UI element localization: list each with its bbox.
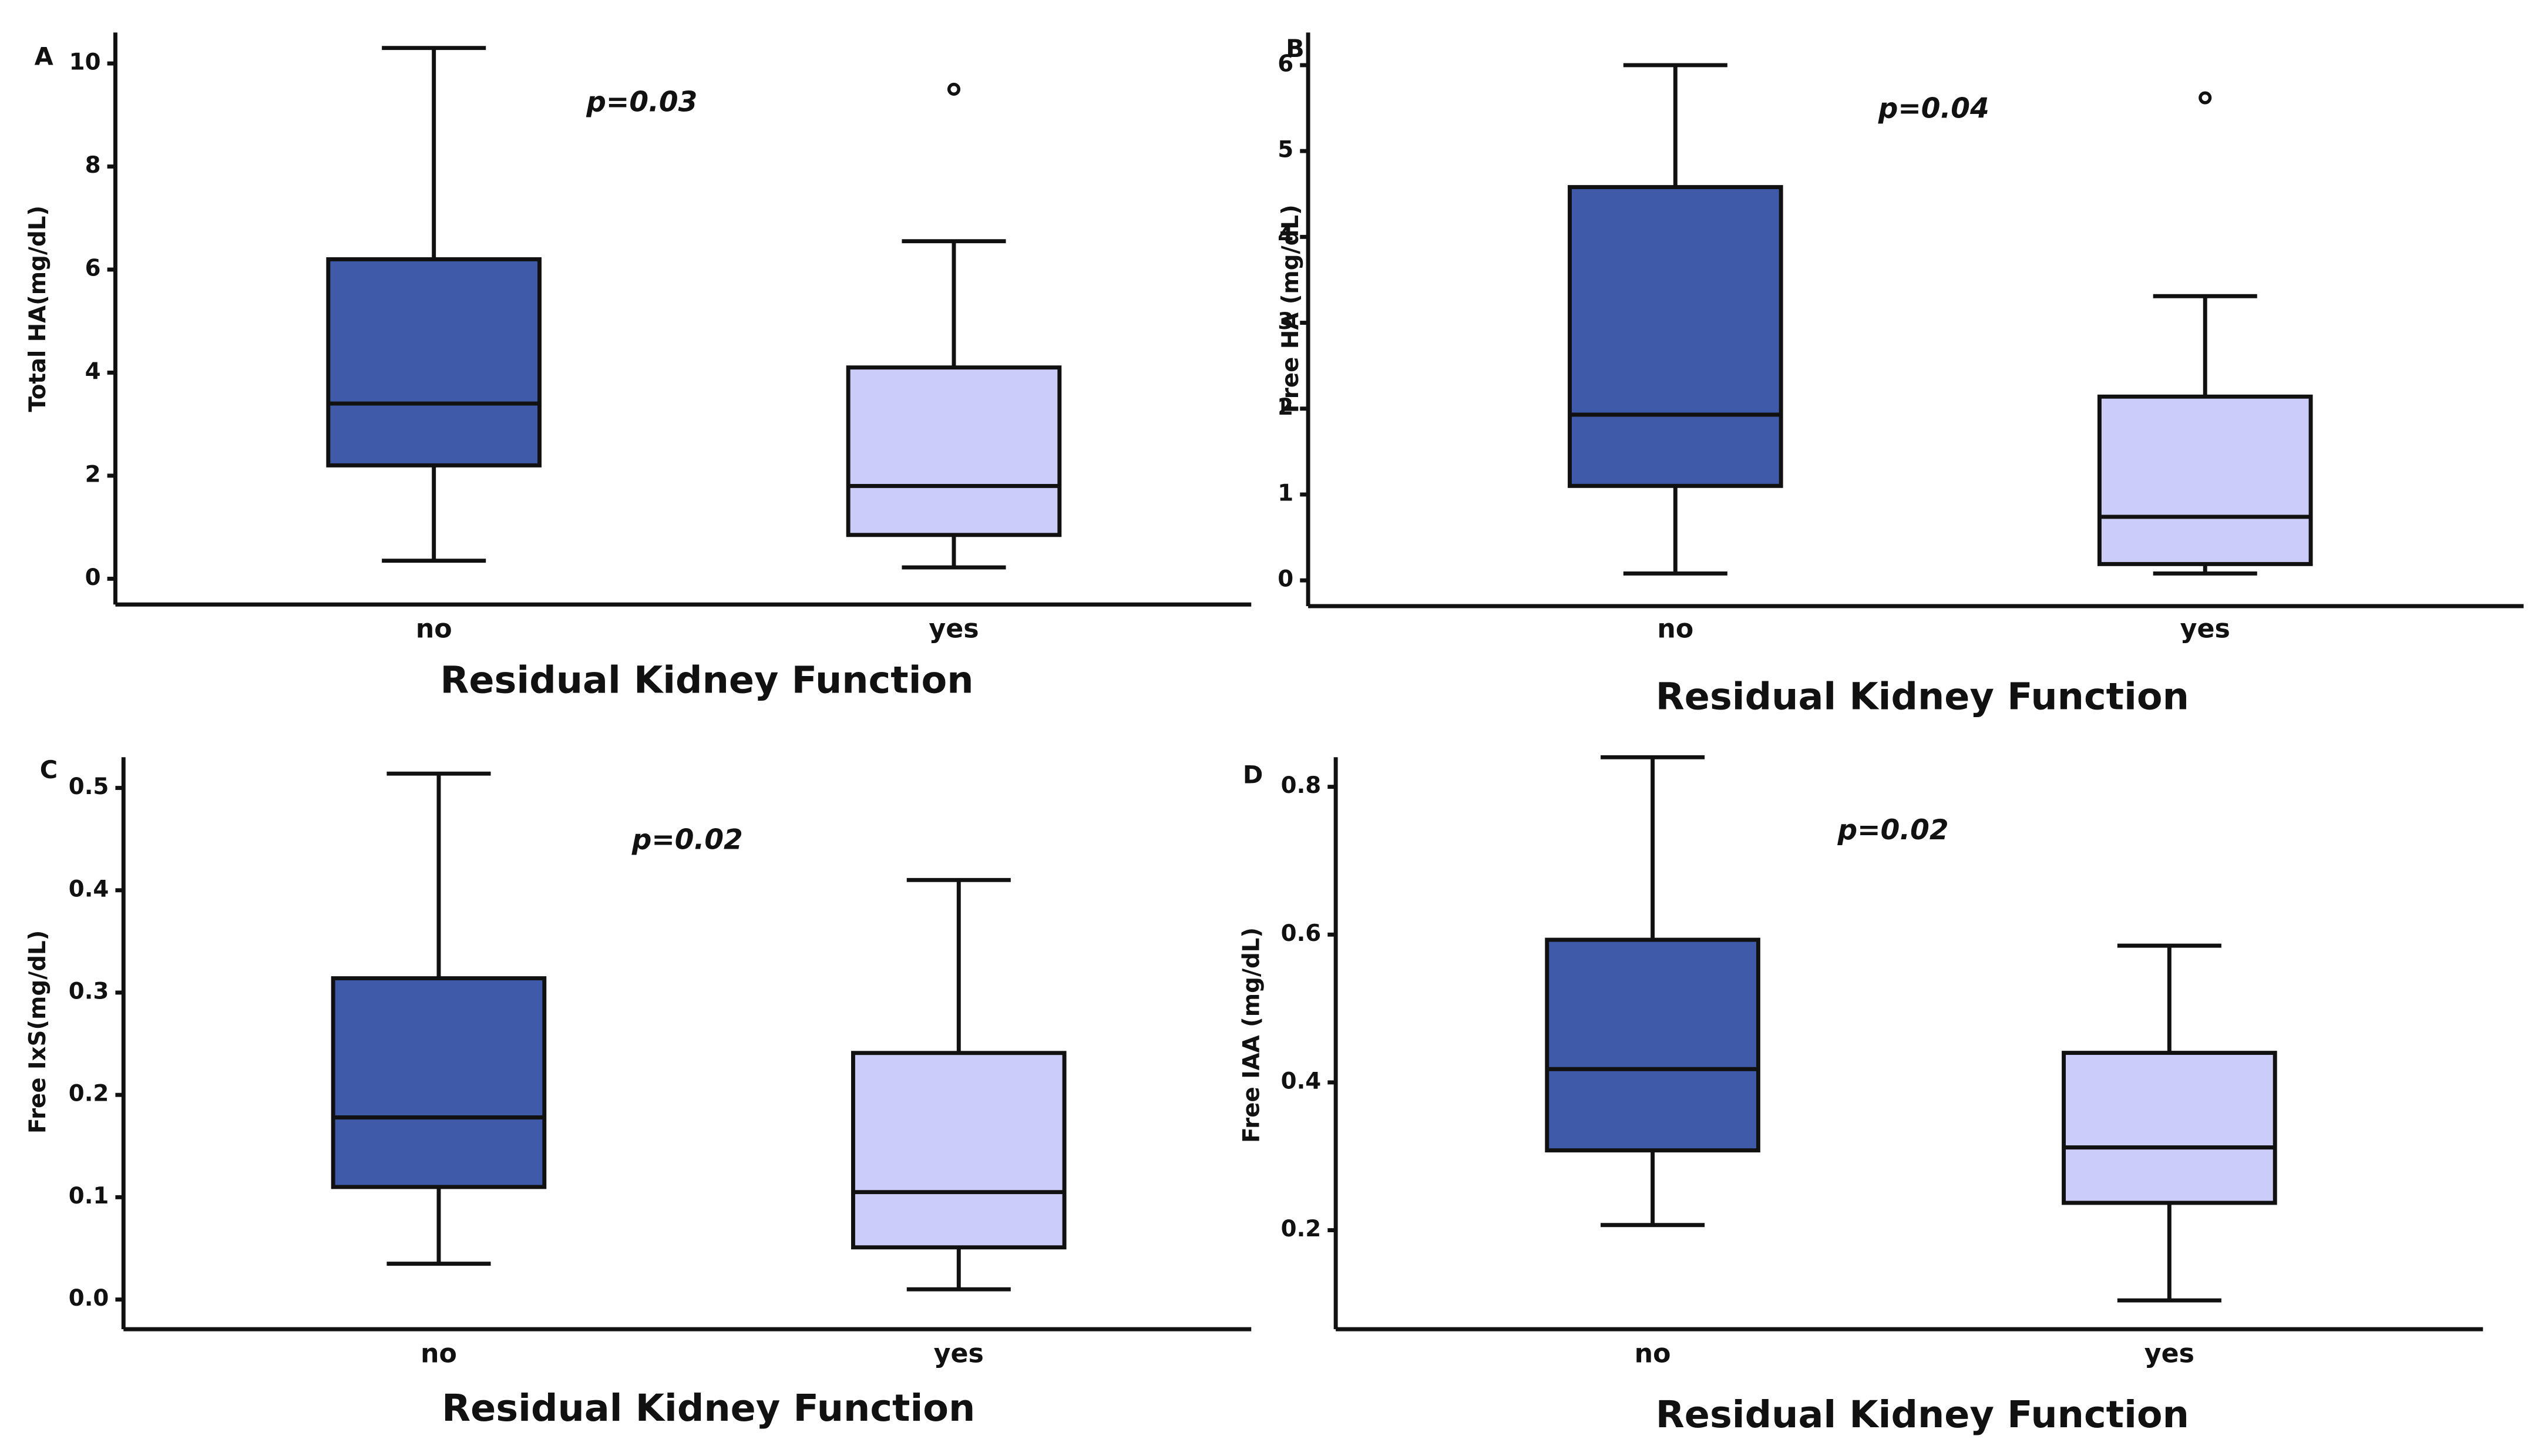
y-tick-label: 0 bbox=[1278, 566, 1293, 593]
x-axis-label: Residual Kidney Function bbox=[442, 1387, 975, 1430]
panel-label: C bbox=[40, 755, 58, 784]
p-value: p=0.04 bbox=[1878, 93, 1989, 125]
y-tick-label: 6 bbox=[85, 255, 101, 281]
box bbox=[1568, 185, 1783, 488]
y-tick-label: 3 bbox=[1278, 308, 1293, 335]
x-tick-label: yes bbox=[2144, 1339, 2194, 1368]
y-tick-label: 0.2 bbox=[69, 1081, 109, 1107]
y-tick-label: 8 bbox=[85, 152, 101, 179]
x-axis-label: Residual Kidney Function bbox=[1656, 675, 2189, 718]
box bbox=[2062, 1051, 2277, 1205]
box bbox=[2097, 394, 2313, 566]
panel-label: D bbox=[1243, 760, 1263, 789]
p-value: p=0.02 bbox=[1837, 814, 1949, 846]
y-tick-label: 0.5 bbox=[69, 774, 109, 800]
y-tick-label: 2 bbox=[1278, 394, 1293, 421]
outlier bbox=[947, 82, 961, 96]
panel-label: B bbox=[1286, 34, 1305, 63]
box bbox=[1545, 937, 1760, 1153]
y-tick-label: 0 bbox=[85, 564, 101, 591]
x-tick-label: no bbox=[1657, 614, 1693, 644]
y-tick-label: 10 bbox=[69, 49, 101, 76]
y-axis-label: Free IAA (mg/dL) bbox=[1239, 927, 1265, 1143]
y-tick-label: 0.0 bbox=[69, 1285, 109, 1312]
y-axis-label: Total HA(mg/dL) bbox=[25, 206, 51, 412]
x-axis-label: Residual Kidney Function bbox=[440, 659, 973, 702]
outlier bbox=[2199, 91, 2212, 105]
p-value: p=0.03 bbox=[586, 86, 697, 119]
y-tick-label: 0.2 bbox=[1281, 1216, 1322, 1242]
y-tick-label: 2 bbox=[85, 461, 101, 487]
x-tick-label: no bbox=[416, 614, 452, 644]
box bbox=[851, 1051, 1067, 1250]
box bbox=[326, 257, 542, 468]
y-tick-label: 0.6 bbox=[1281, 920, 1322, 947]
y-tick-label: 0.4 bbox=[1281, 1068, 1322, 1094]
y-tick-label: 6 bbox=[1278, 51, 1293, 77]
y-tick-label: 0.3 bbox=[69, 978, 109, 1004]
x-axis-label: Residual Kidney Function bbox=[1656, 1393, 2189, 1437]
y-tick-label: 0.1 bbox=[69, 1183, 109, 1209]
y-tick-label: 0.4 bbox=[69, 876, 109, 902]
box bbox=[331, 976, 547, 1189]
panel-label: A bbox=[35, 42, 53, 71]
y-tick-label: 1 bbox=[1278, 480, 1293, 506]
y-tick-label: 4 bbox=[1278, 223, 1293, 249]
y-tick-label: 4 bbox=[85, 358, 101, 385]
y-axis-label: Free IxS(mg/dL) bbox=[25, 930, 51, 1134]
x-tick-label: no bbox=[1635, 1339, 1671, 1368]
x-tick-label: yes bbox=[934, 1339, 984, 1368]
p-value: p=0.02 bbox=[631, 824, 743, 856]
x-tick-label: yes bbox=[929, 614, 979, 644]
x-tick-label: yes bbox=[2180, 614, 2230, 644]
y-axis-label: Free HA (mg/dL) bbox=[1278, 204, 1304, 413]
y-tick-label: 5 bbox=[1278, 137, 1293, 163]
box bbox=[846, 365, 1062, 537]
y-tick-label: 0.8 bbox=[1281, 772, 1322, 799]
x-tick-label: no bbox=[421, 1339, 457, 1368]
